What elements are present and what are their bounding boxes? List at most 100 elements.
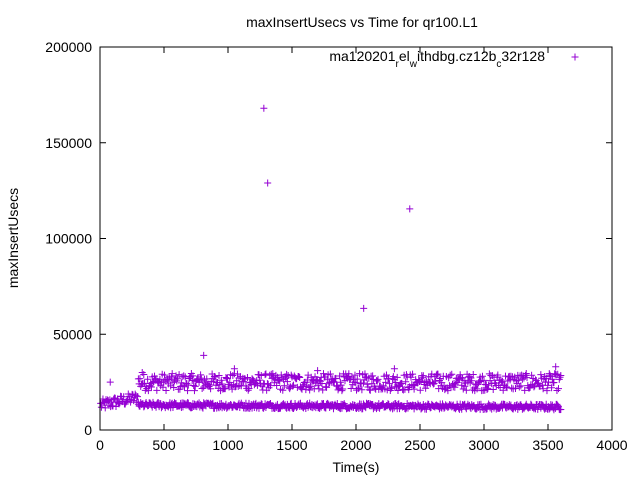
data-point xyxy=(548,375,556,383)
data-point xyxy=(384,400,392,408)
data-point xyxy=(557,406,565,414)
data-point xyxy=(172,372,180,380)
data-point xyxy=(410,385,418,393)
data-point xyxy=(315,385,323,393)
data-point xyxy=(106,378,114,386)
data-point xyxy=(144,375,152,383)
data-point xyxy=(502,383,510,391)
y-axis-label: maxInsertUsecs xyxy=(5,188,21,288)
data-point xyxy=(339,385,347,393)
data-point xyxy=(229,371,237,379)
data-point xyxy=(268,374,276,382)
data-point xyxy=(170,383,178,391)
data-point xyxy=(537,371,545,379)
x-tick-label: 1500 xyxy=(276,437,307,453)
data-point xyxy=(206,381,214,389)
data-point xyxy=(337,381,345,389)
data-point xyxy=(338,387,346,395)
legend-subscript: w xyxy=(409,59,418,70)
data-point xyxy=(314,381,322,389)
data-point xyxy=(358,386,366,394)
data-point xyxy=(203,375,211,383)
data-point xyxy=(552,371,560,379)
data-point xyxy=(544,381,552,389)
data-point xyxy=(350,378,358,386)
y-tick-label: 100000 xyxy=(45,231,92,247)
data-point xyxy=(167,382,175,390)
data-point xyxy=(446,371,454,379)
data-point xyxy=(477,378,485,386)
data-point xyxy=(485,381,493,389)
data-point xyxy=(518,375,526,383)
data-point xyxy=(330,378,338,386)
data-point xyxy=(468,377,476,385)
data-point xyxy=(319,370,327,378)
data-point xyxy=(557,372,565,380)
legend-text-part: ma120201 xyxy=(329,48,395,64)
data-point xyxy=(299,383,307,391)
x-tick-label: 3500 xyxy=(532,437,563,453)
data-point xyxy=(208,400,216,408)
data-point xyxy=(480,376,488,384)
data-point xyxy=(189,372,197,380)
data-point xyxy=(218,380,226,388)
legend: ma120201relwithdbg.cz12bc32r128 xyxy=(329,48,579,70)
data-point xyxy=(360,304,368,312)
data-point xyxy=(244,386,252,394)
data-point xyxy=(314,367,322,375)
data-point xyxy=(494,371,502,379)
data-point xyxy=(279,386,287,394)
data-point xyxy=(323,383,331,391)
data-point xyxy=(528,371,536,379)
data-point xyxy=(99,395,107,403)
data-point xyxy=(382,371,390,379)
data-point xyxy=(280,382,288,390)
data-point xyxy=(450,379,458,387)
data-point xyxy=(398,379,406,387)
data-point xyxy=(416,386,424,394)
data-point xyxy=(141,379,149,387)
data-point xyxy=(393,373,401,381)
data-point xyxy=(283,370,291,378)
x-tick-label: 1000 xyxy=(212,437,243,453)
data-point xyxy=(306,386,314,394)
data-point xyxy=(184,387,192,395)
data-point xyxy=(286,400,294,408)
data-point xyxy=(261,371,269,379)
data-point xyxy=(230,365,238,373)
x-tick-label: 3000 xyxy=(468,437,499,453)
data-point xyxy=(556,373,564,381)
data-point xyxy=(451,383,459,391)
data-point xyxy=(382,378,390,386)
data-point xyxy=(333,400,341,408)
data-point xyxy=(223,375,231,383)
data-point xyxy=(207,385,215,393)
data-point xyxy=(132,392,140,400)
data-point xyxy=(461,382,469,390)
data-point xyxy=(169,404,177,412)
data-point xyxy=(264,179,272,187)
data-point xyxy=(414,379,422,387)
data-point xyxy=(162,386,170,394)
data-point xyxy=(409,382,417,390)
legend-text-part: ithdbg.cz12b xyxy=(417,48,497,64)
data-point xyxy=(215,371,223,379)
data-point xyxy=(386,380,394,388)
data-point xyxy=(489,385,497,393)
data-point xyxy=(473,385,481,393)
data-point xyxy=(134,393,142,401)
data-point xyxy=(174,375,182,383)
data-point xyxy=(326,370,334,378)
legend-text-part: el xyxy=(399,48,410,64)
data-point xyxy=(198,384,206,392)
y-tick-label: 0 xyxy=(84,422,92,438)
data-point xyxy=(406,205,414,213)
data-point xyxy=(354,385,362,393)
data-point xyxy=(168,370,176,378)
data-point xyxy=(402,378,410,386)
data-point xyxy=(211,373,219,381)
data-point xyxy=(392,378,400,386)
data-point xyxy=(396,380,404,388)
data-point xyxy=(250,381,258,389)
